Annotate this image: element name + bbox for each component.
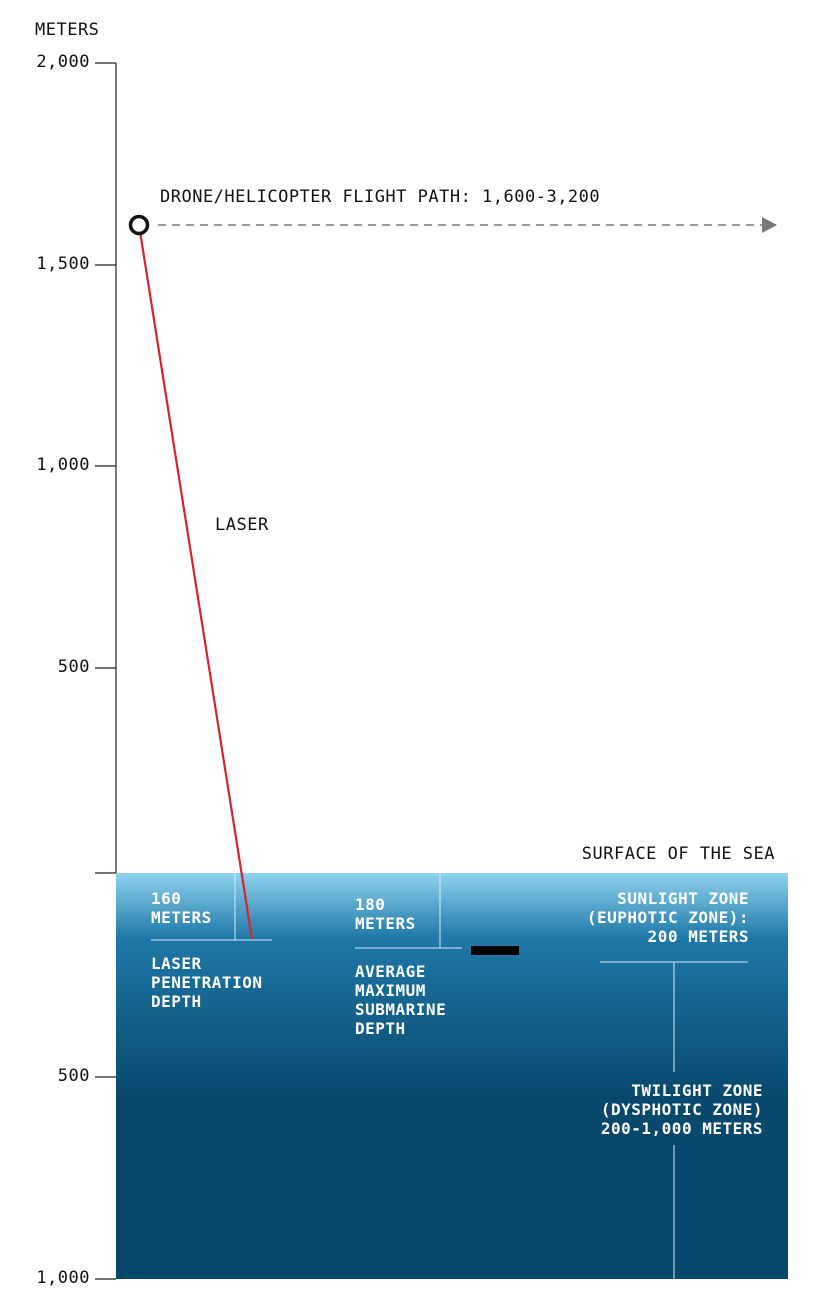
altitude-tick-label: 1,500 (36, 254, 90, 274)
caption-line: SUNLIGHT ZONE (617, 889, 749, 908)
laser-label: LASER (215, 515, 269, 535)
caption-line: (DYSPHOTIC ZONE) (600, 1100, 763, 1119)
surface-label: SURFACE OF THE SEA (581, 844, 775, 864)
depth-tick-label: 500 (57, 1066, 90, 1086)
submarine-depth-value: 180 METERS (355, 895, 416, 933)
caption-line: TWILIGHT ZONE (631, 1081, 763, 1100)
sea-area (116, 873, 788, 1279)
caption-line: DEPTH (355, 1019, 406, 1038)
caption-line: MAXIMUM (355, 981, 426, 1000)
laser-beam (137, 224, 254, 940)
value-line: METERS (355, 914, 416, 933)
altitude-tick-label: 2,000 (36, 52, 90, 72)
altitude-tick-label: 1,000 (36, 455, 90, 475)
submarine-icon (471, 946, 519, 955)
caption-line: 200 METERS (647, 927, 749, 946)
caption-line: DEPTH (151, 992, 202, 1011)
value-line: 160 (151, 889, 182, 908)
caption-line: (EUPHOTIC ZONE): (586, 908, 749, 927)
value-line: 180 (355, 895, 386, 914)
flight-path-label: DRONE/HELICOPTER FLIGHT PATH: 1,600-3,20… (160, 187, 601, 207)
caption-line: SUBMARINE (355, 1000, 447, 1019)
sunlight-zone-label: SUNLIGHT ZONE (EUPHOTIC ZONE): 200 METER… (587, 889, 749, 946)
caption-line: AVERAGE (355, 962, 426, 981)
flight-path-arrowhead (762, 217, 777, 233)
axis-unit-label: METERS (35, 20, 100, 40)
value-line: METERS (151, 908, 212, 927)
caption-line: LASER (151, 954, 202, 973)
laser-depth-value: 160 METERS (151, 889, 212, 927)
laser-depth-caption: LASER PENETRATION DEPTH (151, 954, 262, 1011)
twilight-zone-label: TWILIGHT ZONE (DYSPHOTIC ZONE) 200-1,000… (601, 1081, 763, 1138)
caption-line: PENETRATION (151, 973, 263, 992)
drone-marker (128, 214, 150, 236)
depth-tick-label: 1,000 (36, 1268, 90, 1288)
submarine-depth-caption: AVERAGE MAXIMUM SUBMARINE DEPTH (355, 962, 446, 1038)
altitude-tick-label: 500 (57, 657, 90, 677)
caption-line: 200-1,000 METERS (600, 1119, 763, 1138)
